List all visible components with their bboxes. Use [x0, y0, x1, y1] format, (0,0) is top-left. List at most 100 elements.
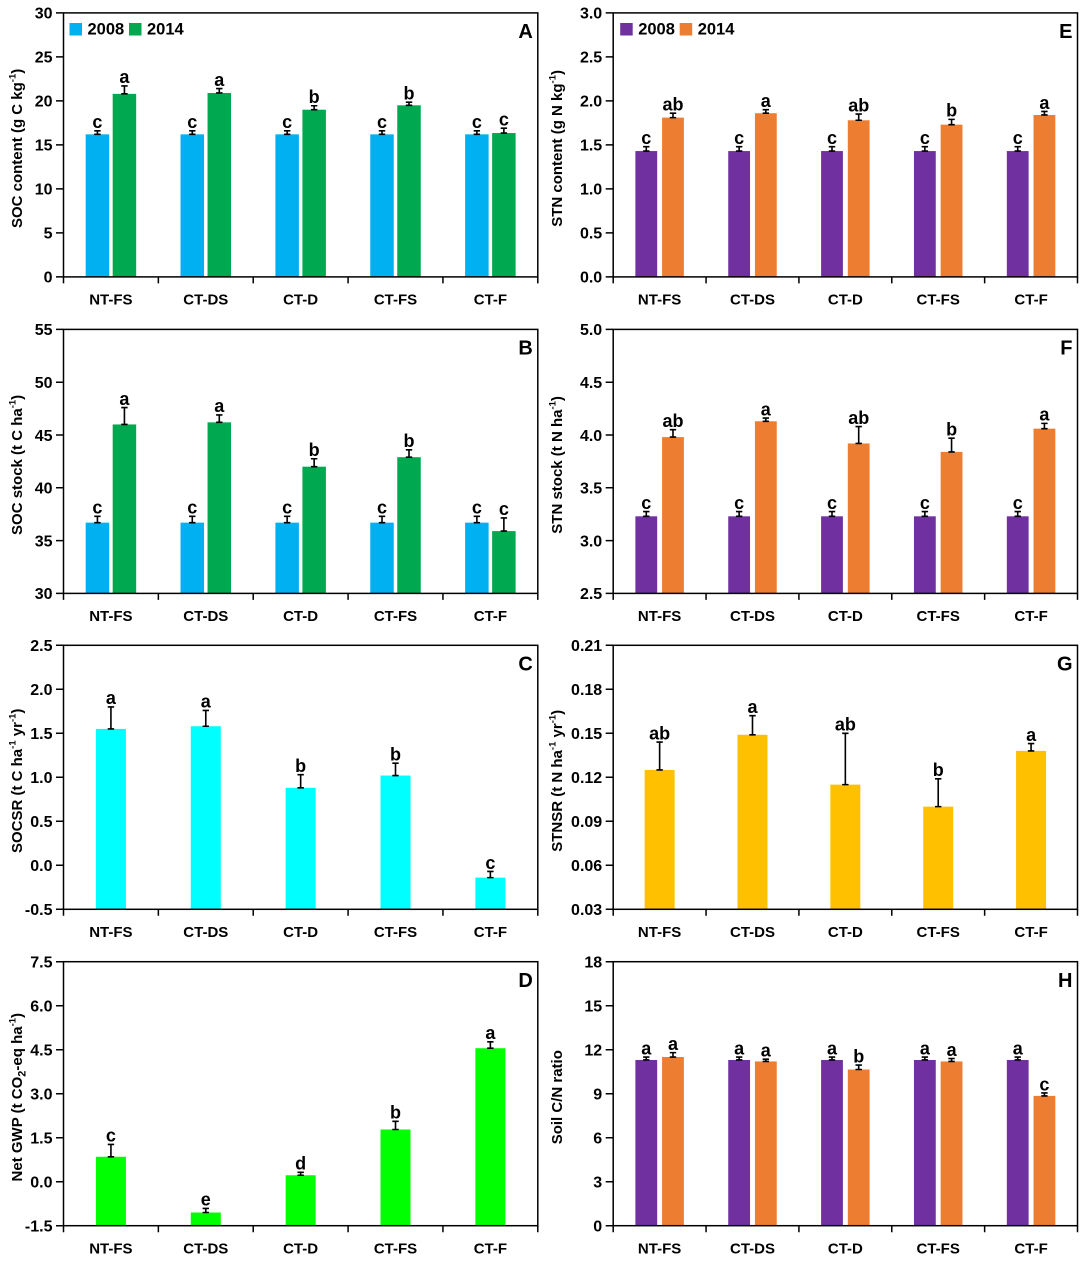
svg-text:a: a — [734, 1038, 745, 1058]
svg-text:a: a — [214, 70, 225, 90]
svg-text:SOCSR (t C ha-1​ yr-1​): SOCSR (t C ha-1​ yr-1​) — [8, 709, 27, 853]
svg-text:2008: 2008 — [638, 21, 675, 39]
svg-text:0: 0 — [44, 270, 53, 287]
svg-text:CT-F: CT-F — [474, 292, 507, 309]
svg-text:a: a — [201, 692, 212, 712]
svg-text:c: c — [92, 112, 102, 132]
svg-text:b: b — [295, 756, 306, 776]
svg-text:1.0: 1.0 — [580, 182, 602, 199]
svg-text:c: c — [1013, 493, 1023, 513]
svg-text:CT-D: CT-D — [828, 608, 863, 625]
svg-text:2.5: 2.5 — [30, 638, 52, 655]
svg-text:CT-F: CT-F — [1014, 608, 1047, 625]
svg-text:2014: 2014 — [147, 21, 185, 39]
svg-text:CT-F: CT-F — [474, 608, 507, 625]
svg-text:b: b — [309, 87, 320, 107]
svg-text:c: c — [1039, 1074, 1049, 1094]
svg-text:a: a — [761, 399, 772, 419]
svg-text:1.5: 1.5 — [30, 726, 52, 743]
svg-text:25: 25 — [35, 50, 53, 67]
svg-text:CT-DS: CT-DS — [183, 608, 228, 625]
svg-text:a: a — [761, 1041, 772, 1061]
svg-text:CT-D: CT-D — [283, 1240, 318, 1257]
svg-text:0.06: 0.06 — [571, 858, 602, 875]
svg-text:20: 20 — [35, 94, 53, 111]
svg-text:CT-FS: CT-FS — [374, 924, 417, 941]
svg-text:Soil C/N ratio: Soil C/N ratio — [549, 1050, 566, 1144]
svg-text:SOC content (g C kg-1​): SOC content (g C kg-1​) — [8, 69, 27, 228]
svg-text:NT-FS: NT-FS — [89, 608, 132, 625]
svg-text:a: a — [1039, 405, 1050, 425]
svg-text:40: 40 — [35, 481, 53, 498]
svg-text:0.03: 0.03 — [571, 902, 602, 919]
svg-text:CT-D: CT-D — [283, 292, 318, 309]
svg-text:c: c — [282, 112, 292, 132]
svg-text:a: a — [947, 1040, 958, 1060]
svg-text:c: c — [187, 112, 197, 132]
svg-text:c: c — [472, 112, 482, 132]
svg-text:CT-FS: CT-FS — [917, 1240, 960, 1257]
svg-text:NT-FS: NT-FS — [89, 292, 132, 309]
svg-text:c: c — [920, 493, 930, 513]
svg-text:0: 0 — [593, 1219, 602, 1236]
svg-text:c: c — [472, 498, 482, 518]
svg-text:c: c — [282, 498, 292, 518]
svg-text:2.0: 2.0 — [580, 94, 602, 111]
svg-text:STN content (g N kg-1​): STN content (g N kg-1​) — [548, 70, 567, 227]
svg-text:b: b — [853, 1046, 864, 1066]
svg-text:c: c — [641, 128, 651, 148]
svg-text:c: c — [485, 853, 495, 873]
svg-text:35: 35 — [35, 533, 53, 550]
svg-text:45: 45 — [35, 428, 53, 445]
svg-text:a: a — [1026, 725, 1037, 745]
svg-text:ab: ab — [835, 715, 856, 735]
svg-text:CT-DS: CT-DS — [183, 1240, 228, 1257]
svg-text:c: c — [734, 128, 744, 148]
svg-text:b: b — [946, 420, 957, 440]
svg-text:a: a — [485, 1023, 496, 1043]
svg-text:A: A — [518, 21, 532, 43]
svg-text:a: a — [119, 389, 130, 409]
svg-text:e: e — [201, 1190, 211, 1210]
svg-text:0.09: 0.09 — [571, 814, 602, 831]
svg-text:2014: 2014 — [698, 21, 736, 39]
svg-text:9: 9 — [593, 1087, 602, 1104]
svg-text:CT-FS: CT-FS — [917, 608, 960, 625]
svg-text:0.12: 0.12 — [571, 770, 602, 787]
svg-text:CT-DS: CT-DS — [730, 924, 775, 941]
svg-text:ab: ab — [848, 408, 869, 428]
svg-text:12: 12 — [584, 1043, 602, 1060]
svg-text:CT-DS: CT-DS — [730, 608, 775, 625]
svg-text:a: a — [668, 1034, 679, 1054]
svg-text:a: a — [641, 1038, 652, 1058]
svg-text:c: c — [1013, 128, 1023, 148]
svg-text:c: c — [377, 498, 387, 518]
svg-text:b: b — [309, 440, 320, 460]
svg-text:a: a — [747, 697, 758, 717]
svg-text:0.0: 0.0 — [580, 270, 602, 287]
svg-text:0.18: 0.18 — [571, 682, 602, 699]
svg-text:STNSR (t N ha-1​ yr-1​): STNSR (t N ha-1​ yr-1​) — [548, 710, 567, 852]
svg-text:4.5: 4.5 — [580, 375, 602, 392]
svg-text:CT-DS: CT-DS — [730, 1240, 775, 1257]
svg-text:G: G — [1057, 654, 1073, 676]
svg-text:3.0: 3.0 — [580, 533, 602, 550]
svg-text:7.5: 7.5 — [30, 955, 52, 972]
svg-text:0.0: 0.0 — [30, 1175, 52, 1192]
svg-text:a: a — [119, 67, 130, 87]
svg-text:1.5: 1.5 — [580, 138, 602, 155]
svg-text:CT-D: CT-D — [828, 1240, 863, 1257]
svg-text:1.5: 1.5 — [30, 1131, 52, 1148]
svg-text:2008: 2008 — [88, 21, 125, 39]
svg-text:a: a — [1039, 93, 1050, 113]
svg-text:CT-DS: CT-DS — [183, 292, 228, 309]
svg-text:B: B — [518, 338, 532, 360]
svg-text:4.5: 4.5 — [30, 1043, 52, 1060]
svg-text:0.15: 0.15 — [571, 726, 602, 743]
svg-text:b: b — [933, 760, 944, 780]
svg-text:b: b — [404, 431, 415, 451]
svg-text:a: a — [1013, 1038, 1024, 1058]
svg-text:CT-D: CT-D — [283, 608, 318, 625]
svg-text:5.0: 5.0 — [580, 322, 602, 339]
svg-text:a: a — [827, 1038, 838, 1058]
